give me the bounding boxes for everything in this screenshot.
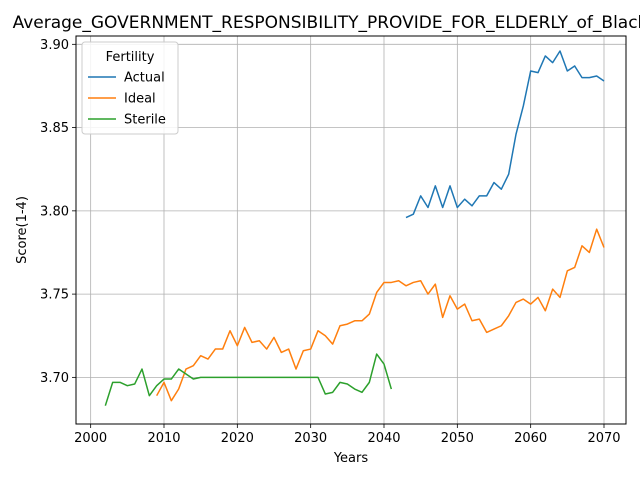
ticks: 2000 2010 2020 2030 2040 2050 2060 2070 3.70 3.75… — [40, 38, 621, 446]
x-tick-label: 2030 — [294, 431, 327, 446]
y-axis-title: Score(1-4) — [15, 196, 30, 264]
series-line-sterile — [104, 353, 393, 406]
legend-label-ideal: Ideal — [124, 92, 156, 107]
grid — [76, 36, 626, 424]
legend: Fertility Actual Ideal Sterile — [81, 41, 179, 135]
x-tick-label: 2000 — [74, 431, 107, 446]
x-tick-label: 2070 — [587, 431, 620, 446]
series-line-ideal — [156, 228, 605, 402]
y-tick-label: 3.70 — [40, 371, 69, 386]
x-tick-label: 2020 — [221, 431, 254, 446]
y-tick-label: 3.80 — [40, 204, 69, 219]
y-tick-label: 3.85 — [40, 121, 69, 136]
x-axis-title: Years — [333, 451, 369, 466]
legend-items: Actual Ideal Sterile — [88, 71, 166, 128]
x-tick-label: 2040 — [367, 431, 400, 446]
legend-label-sterile: Sterile — [124, 113, 166, 128]
legend-box — [81, 41, 179, 135]
x-tick-label: 2050 — [441, 431, 474, 446]
y-tick-label: 3.75 — [40, 288, 69, 303]
legend-title: Fertility — [106, 50, 155, 65]
legend-label-actual: Actual — [124, 71, 165, 86]
series-layer — [104, 50, 605, 406]
x-tick-label: 2010 — [147, 431, 180, 446]
plot-frame — [75, 35, 627, 425]
y-tick-label: 3.90 — [40, 38, 69, 53]
x-tick-label: 2060 — [514, 431, 547, 446]
series-line-actual — [405, 50, 605, 219]
chart-title: Average_GOVERNMENT_RESPONSIBILITY_PROVID… — [13, 13, 640, 33]
